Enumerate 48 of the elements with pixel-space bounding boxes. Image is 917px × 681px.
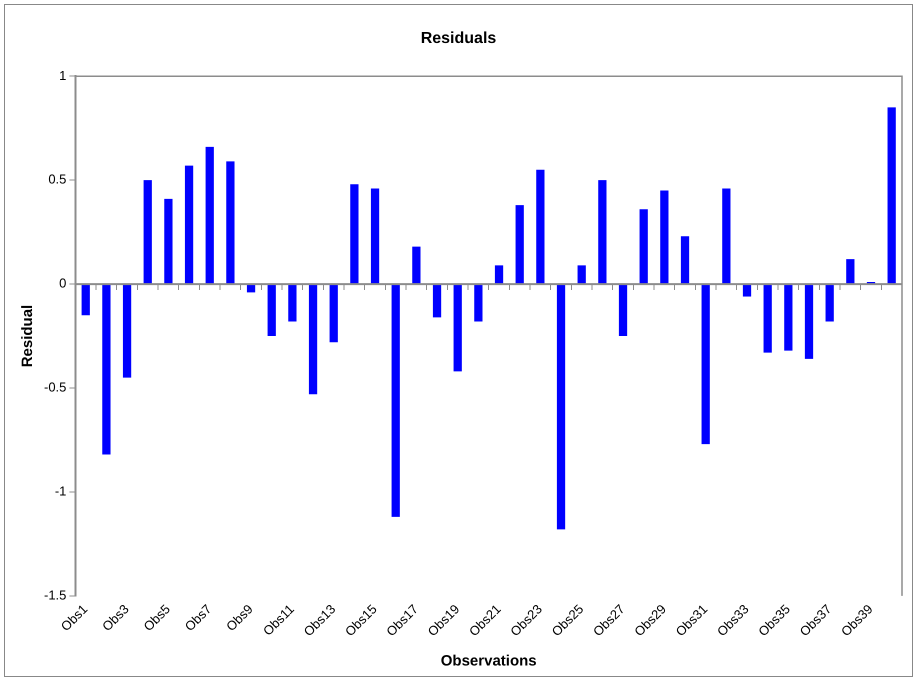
bar	[226, 161, 235, 284]
bar	[412, 246, 421, 284]
x-axis-title: Observations	[440, 652, 537, 670]
bar	[432, 284, 442, 318]
bar	[454, 284, 462, 372]
bar	[640, 209, 648, 284]
bar	[206, 146, 214, 284]
chart-title: Residuals	[420, 30, 496, 48]
bar	[598, 180, 606, 284]
bar	[184, 166, 194, 284]
bar	[722, 188, 730, 284]
bar	[330, 284, 338, 342]
bar	[660, 190, 668, 284]
bar	[246, 284, 256, 292]
bar	[556, 284, 566, 530]
bar	[680, 236, 690, 284]
bar	[702, 284, 710, 444]
bar	[164, 198, 173, 284]
y-tick-label: 1	[59, 68, 66, 83]
bar	[494, 265, 504, 284]
bar	[742, 284, 752, 297]
bar	[144, 180, 152, 284]
bar	[288, 284, 297, 322]
y-tick-label: 0.5	[48, 172, 66, 187]
bar	[618, 284, 628, 336]
y-tick-label: -1	[54, 484, 66, 499]
bar	[82, 284, 90, 316]
bar	[846, 259, 854, 284]
bar	[122, 284, 132, 378]
bar	[350, 184, 359, 284]
y-axis-title: Residual	[19, 304, 36, 368]
bar	[516, 205, 524, 284]
bar	[804, 284, 814, 359]
bar	[784, 284, 792, 351]
y-tick-label: -0.5	[44, 380, 66, 395]
bar	[764, 284, 772, 353]
y-tick-label: 0	[59, 276, 66, 291]
bar	[370, 188, 380, 284]
bar	[392, 284, 400, 517]
bar	[578, 265, 586, 284]
bar	[826, 284, 834, 322]
y-tick-label: -1.5	[44, 587, 66, 602]
bar	[268, 284, 276, 336]
bar	[308, 284, 318, 394]
bar	[888, 107, 896, 284]
bar	[102, 284, 111, 455]
bar	[536, 170, 544, 284]
bar	[474, 284, 482, 322]
